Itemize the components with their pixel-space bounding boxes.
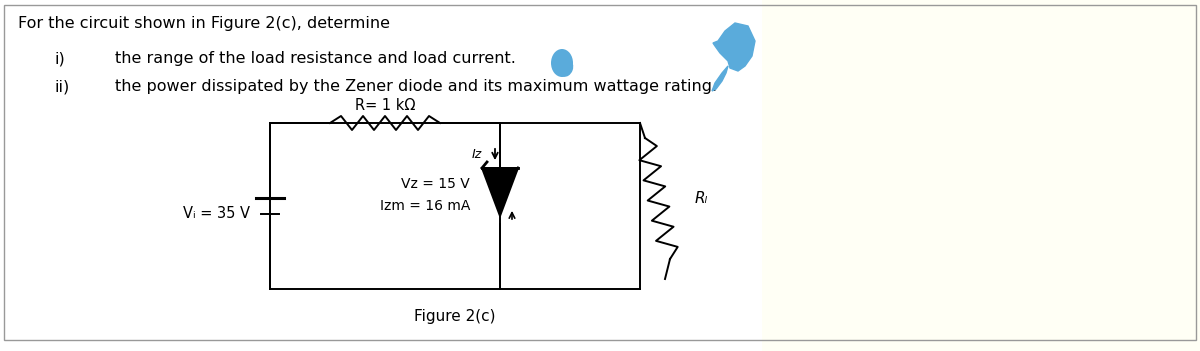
Text: Vz = 15 V: Vz = 15 V xyxy=(401,177,470,191)
Polygon shape xyxy=(713,23,755,71)
Text: the power dissipated by the Zener diode and its maximum wattage rating.: the power dissipated by the Zener diode … xyxy=(115,79,718,94)
Polygon shape xyxy=(482,168,518,216)
Ellipse shape xyxy=(551,49,574,77)
Text: i): i) xyxy=(55,51,66,66)
Text: the range of the load resistance and load current.: the range of the load resistance and loa… xyxy=(115,51,516,66)
Text: Izm = 16 mA: Izm = 16 mA xyxy=(379,199,470,213)
Text: Iz: Iz xyxy=(472,148,482,161)
Text: For the circuit shown in Figure 2(c), determine: For the circuit shown in Figure 2(c), de… xyxy=(18,16,390,31)
Polygon shape xyxy=(712,66,728,91)
Text: Rₗ: Rₗ xyxy=(695,191,708,206)
Text: Vᵢ = 35 V: Vᵢ = 35 V xyxy=(182,206,250,221)
Text: R= 1 kΩ: R= 1 kΩ xyxy=(355,98,415,113)
Text: Figure 2(c): Figure 2(c) xyxy=(414,309,496,324)
Text: ii): ii) xyxy=(55,79,71,94)
Ellipse shape xyxy=(559,59,574,77)
